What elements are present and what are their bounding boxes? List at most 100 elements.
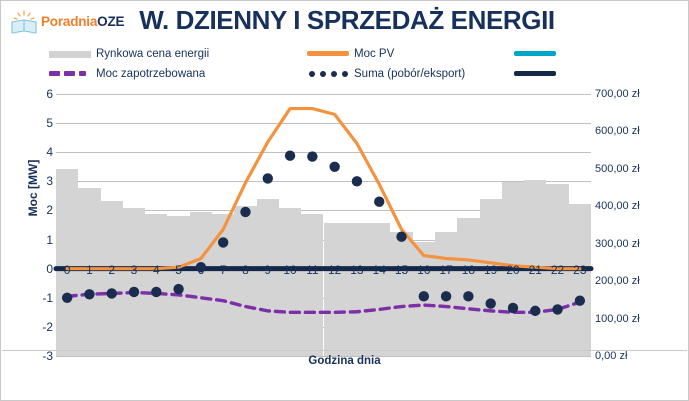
y-tick-right: 200,00 zł — [595, 275, 640, 288]
data-point-suma — [284, 150, 296, 161]
y-tick-left: 5 — [46, 116, 53, 131]
legend-item-3[interactable]: Moc zapotrzebowana — [49, 65, 205, 83]
bar — [368, 223, 391, 356]
data-point-suma — [307, 151, 318, 162]
y-tick-left: 1 — [46, 232, 53, 247]
data-point-suma — [173, 283, 184, 295]
x-tick: 16 — [417, 263, 431, 277]
data-point-suma — [418, 291, 430, 302]
page-title: W. DZIENNY I SPRZEDAŻ ENERGII — [139, 5, 555, 35]
bar — [234, 206, 257, 356]
gridline — [56, 210, 591, 212]
data-point-suma — [374, 196, 385, 207]
data-point-suma — [440, 291, 452, 302]
x-tick: 23 — [573, 263, 587, 277]
bar — [345, 223, 369, 356]
plot-bottom-rule — [2, 350, 687, 351]
x-tick: 17 — [439, 263, 453, 277]
legend-item-2[interactable] — [514, 45, 561, 63]
data-point-suma — [574, 295, 586, 306]
bar — [145, 213, 168, 356]
gridline — [56, 181, 591, 183]
gridline — [56, 123, 591, 125]
x-tick: 5 — [175, 263, 182, 277]
line-moc-pv — [65, 106, 582, 271]
data-point-suma — [329, 161, 340, 172]
data-point-suma — [61, 292, 73, 303]
legend-item-0[interactable]: Rynkowa cena energii — [49, 45, 209, 63]
legend-item-1[interactable]: Moc PV — [307, 45, 394, 63]
gridline — [56, 152, 591, 154]
gridline — [56, 356, 591, 357]
data-point-suma — [262, 173, 273, 184]
legend-swatch-bar-icon — [49, 45, 91, 63]
data-point-suma — [530, 305, 541, 317]
bar — [256, 198, 279, 356]
plot-area — [53, 94, 594, 357]
x-axis-ticks: 0 1 2 3 4 5 6 7 8 9 10 11 12 13 14 15 16 17 18 19 20 21 22 23 — [56, 263, 591, 281]
x-tick: 18 — [461, 263, 476, 277]
data-point-suma — [151, 286, 162, 298]
y-tick-right: 400,00 zł — [595, 200, 640, 213]
y-tick-right: 300,00 zł — [595, 237, 640, 250]
x-tick: 2 — [108, 263, 116, 277]
x-tick: 22 — [550, 263, 565, 277]
data-point-suma — [463, 291, 474, 302]
bar — [479, 198, 502, 356]
x-tick: 6 — [197, 263, 205, 277]
y-tick-left: 4 — [46, 145, 53, 160]
data-point-suma — [84, 289, 95, 300]
legend-item-5[interactable] — [514, 65, 561, 83]
x-tick: 1 — [86, 263, 93, 277]
x-tick: 10 — [283, 263, 297, 277]
bar — [568, 204, 591, 356]
bar — [100, 200, 123, 356]
bar — [278, 208, 302, 356]
x-tick: 19 — [483, 263, 498, 277]
x-tick: 0 — [63, 263, 71, 277]
line-moc-zapotrzebowana — [65, 290, 582, 315]
data-point-suma — [351, 176, 363, 187]
logo-text-poradnia: Poradnia — [41, 14, 98, 29]
y-axis-left-title: Moc [MW] — [26, 159, 40, 217]
y-tick-left: -2 — [42, 319, 53, 334]
data-point-suma — [240, 206, 251, 218]
data-point-suma — [507, 302, 519, 314]
legend-item-4[interactable]: Suma (pobór/eksport) — [307, 65, 465, 83]
x-tick: 8 — [242, 263, 249, 277]
y-tick-right: 700,00 zł — [595, 88, 640, 100]
sun-book-icon — [11, 10, 37, 34]
legend-label-0: Rynkowa cena energii — [96, 48, 210, 60]
legend-label-3: Moc zapotrzebowana — [96, 68, 206, 80]
x-tick: 7 — [219, 263, 227, 277]
legend-label-1: Moc PV — [354, 48, 395, 60]
y-tick-left: -1 — [42, 290, 53, 305]
x-tick: 12 — [327, 263, 342, 277]
data-point-suma — [396, 231, 407, 242]
y-tick-right: 0,00 zł — [595, 350, 628, 362]
y-tick-left: 3 — [46, 174, 53, 189]
x-tick: 4 — [152, 263, 160, 277]
data-point-suma — [217, 237, 229, 248]
logo: PoradniaOZE — [7, 6, 125, 40]
x-tick: 14 — [372, 263, 386, 277]
data-point-suma — [485, 298, 496, 309]
logo-text-oze: OZE — [97, 14, 125, 29]
legend-swatch-line-icon — [514, 45, 556, 63]
bar — [390, 232, 413, 356]
bar — [323, 223, 346, 356]
gridline — [56, 94, 591, 95]
bar — [56, 168, 79, 356]
bar — [189, 211, 213, 356]
bar — [122, 208, 146, 356]
data-point-suma — [552, 304, 563, 315]
bar — [457, 217, 480, 356]
legend-label-4: Suma (pobór/eksport) — [354, 68, 466, 80]
x-tick: 21 — [528, 263, 542, 277]
x-tick: 15 — [394, 263, 409, 277]
y-tick-left: 2 — [46, 203, 53, 218]
y-tick-right: 100,00 zł — [595, 312, 640, 325]
y-tick-left: 6 — [46, 87, 53, 101]
x-tick: 13 — [350, 263, 364, 277]
x-axis-title: Godzina dnia — [308, 355, 381, 367]
